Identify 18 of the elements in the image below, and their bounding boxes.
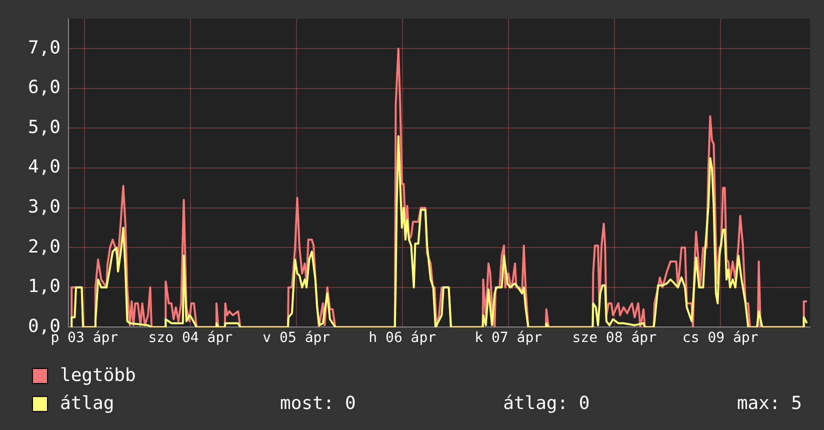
x-tick-label: k 07 ápr xyxy=(474,330,542,346)
x-tick-label: v 05 ápr xyxy=(262,330,330,346)
text: átlag: 0 xyxy=(503,392,590,416)
text: most: 0 xyxy=(280,392,356,416)
x-tick-label: cs 09 ápr xyxy=(682,330,758,346)
y-tick-label: 1,0 xyxy=(28,276,61,298)
legend-label: legtöbb xyxy=(60,364,137,388)
legend-label: átlag xyxy=(60,392,116,416)
y-tick-label: 7,0 xyxy=(28,37,61,58)
x-tick-label: szo 04 ápr xyxy=(148,330,233,346)
x-tick-label: sze 08 ápr xyxy=(572,330,657,346)
text: max: 5 xyxy=(736,392,802,416)
y-tick-label: 5,0 xyxy=(28,116,61,138)
y-tick-label: 2,0 xyxy=(28,236,61,258)
y-tick-label: 6,0 xyxy=(28,77,61,98)
y-tick-label: 4,0 xyxy=(28,156,61,178)
y-tick-label: 3,0 xyxy=(28,196,61,218)
x-tick-label: h 06 ápr xyxy=(368,330,436,346)
